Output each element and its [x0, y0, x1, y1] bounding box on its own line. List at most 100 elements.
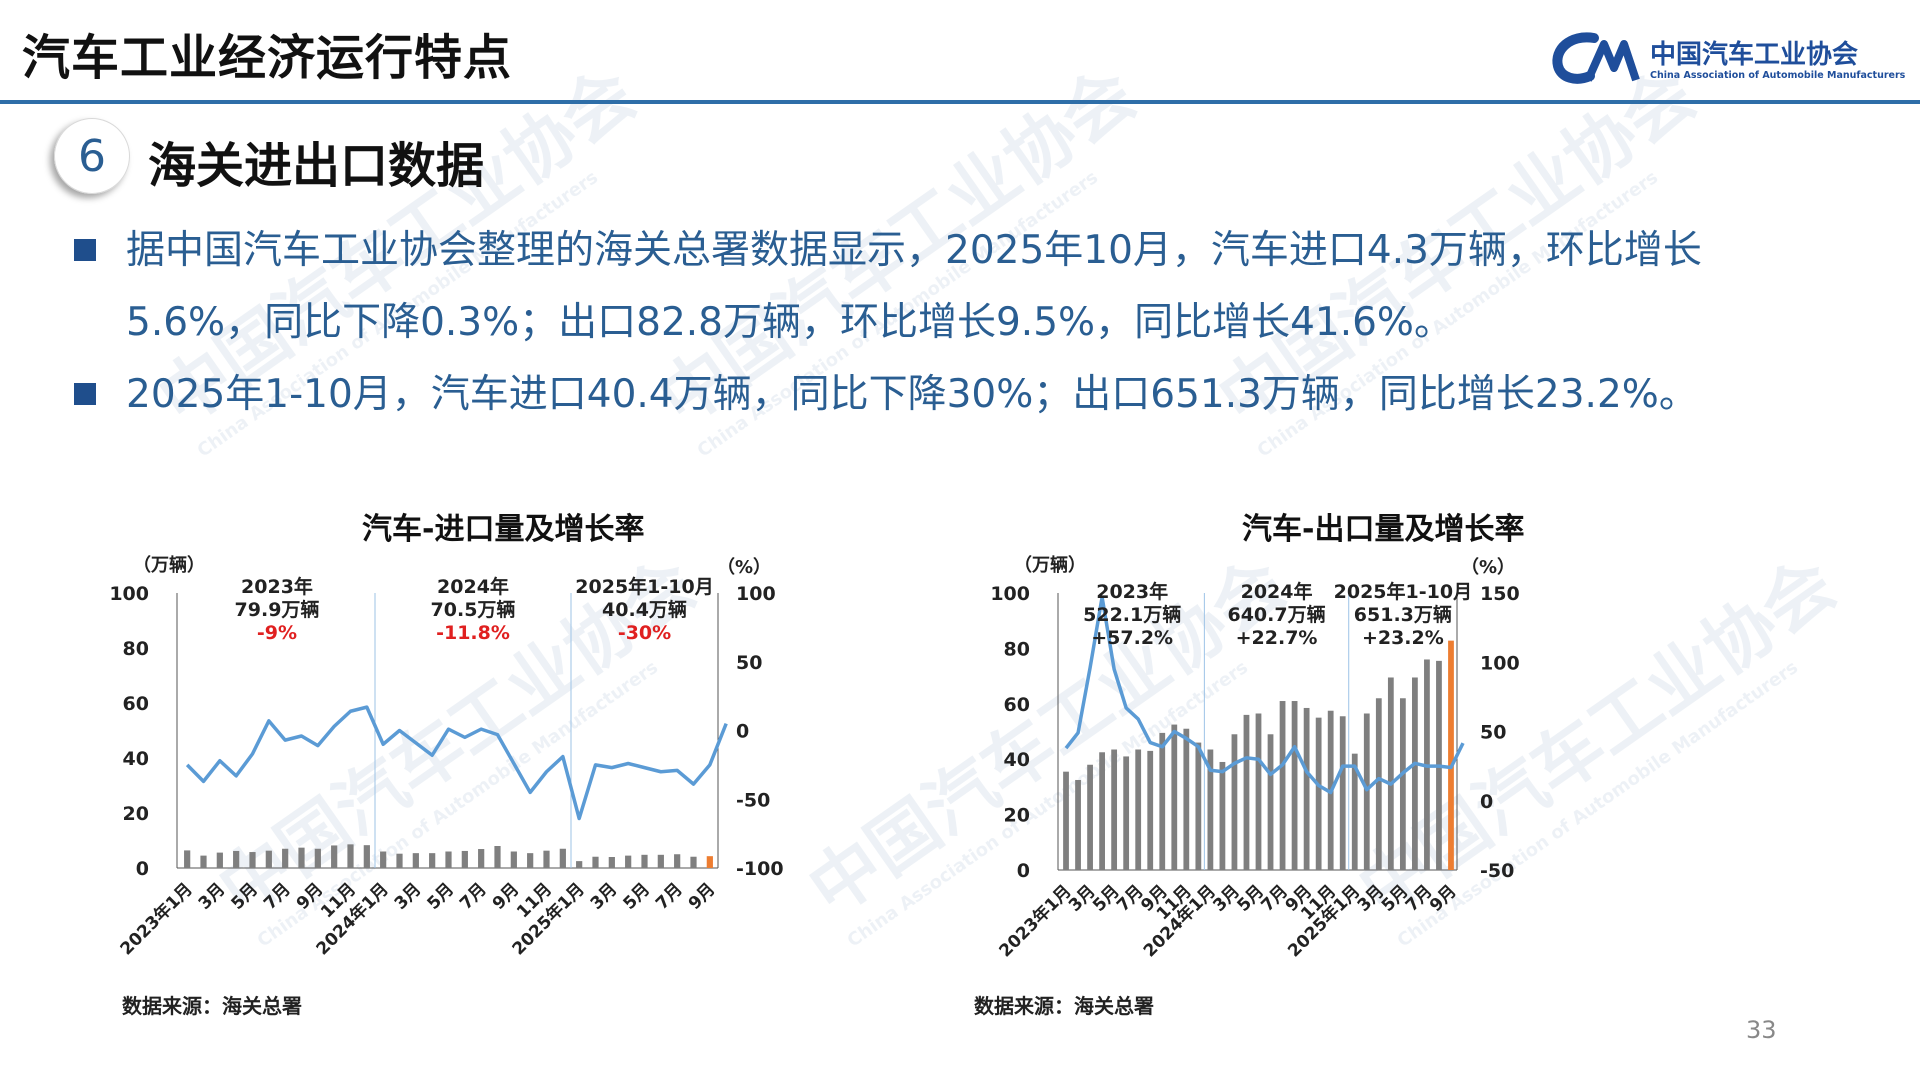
bar [1207, 749, 1214, 870]
bar [396, 853, 403, 868]
annotation-growth: -30% [618, 622, 671, 644]
annotation-total: 522.1万辆 [1083, 603, 1181, 626]
bar [1291, 701, 1298, 870]
bar [494, 846, 501, 868]
page-number: 33 [1746, 1016, 1777, 1044]
bar [282, 848, 289, 868]
x-tick-label: 7月 [260, 879, 295, 914]
bar [706, 856, 713, 868]
annotation-growth: -9% [257, 622, 297, 644]
y-right-tick-label: 0 [736, 721, 749, 743]
x-tick-label: 7月 [456, 879, 491, 914]
bar [527, 853, 534, 868]
x-tick-label: 9月 [1426, 881, 1461, 916]
annotation-year: 2023年 [1096, 580, 1168, 603]
y-left-tick-label: 20 [1004, 805, 1030, 827]
bar [1195, 742, 1202, 870]
bullet-square-icon [74, 383, 96, 405]
logo-text: 中国汽车工业协会 [1650, 40, 1859, 70]
bar [1171, 724, 1178, 870]
bar [1375, 698, 1382, 870]
y-right-tick-label: 0 [1480, 791, 1493, 813]
bar [200, 855, 207, 868]
y-right-tick-label: 100 [1480, 652, 1520, 674]
bar [1063, 771, 1069, 870]
bullet-item: 据中国汽车工业协会整理的海关总署数据显示，2025年10月，汽车进口4.3万辆，… [70, 215, 1830, 359]
bullet-square-icon [74, 239, 96, 261]
bar [1255, 713, 1262, 870]
bar [412, 853, 419, 868]
x-tick-label: 5月 [423, 879, 458, 914]
import-chart-title: 汽车-进口量及增长率 [362, 512, 645, 547]
growth-line [1064, 595, 1465, 795]
bar [1315, 717, 1322, 870]
bullet-text: 2025年1-10月，汽车进口40.4万辆，同比下降30%；出口651.3万辆，… [126, 372, 1698, 417]
bar [461, 850, 468, 868]
bar [1303, 707, 1310, 870]
bar [265, 850, 272, 868]
y-right-tick-label: 50 [1480, 722, 1506, 744]
bar [1075, 779, 1081, 870]
y-left-tick-label: 40 [1004, 749, 1030, 771]
x-tick-label: 5月 [619, 879, 654, 914]
x-tick-label: 7月 [652, 879, 687, 914]
bar [559, 848, 566, 868]
bar [1147, 750, 1154, 870]
annotation-total: 79.9万辆 [235, 598, 320, 621]
bar [233, 850, 240, 868]
y-left-tick-label: 80 [1004, 638, 1030, 660]
bar [1339, 716, 1346, 870]
bar [216, 852, 223, 868]
annotation-growth: -11.8% [436, 622, 510, 644]
y-left-tick-label: 100 [109, 583, 149, 605]
annotation-year: 2025年1-10月 [575, 575, 713, 598]
bar [1412, 677, 1418, 870]
x-tick-label: 3月 [391, 879, 426, 914]
bar [1111, 749, 1118, 870]
y-left-tick-label: 100 [990, 583, 1030, 605]
bar [510, 851, 517, 868]
bar [1448, 640, 1454, 870]
annotation-growth: +57.2% [1091, 627, 1173, 649]
bar [1219, 761, 1226, 870]
y-left-tick-label: 20 [123, 803, 149, 825]
annotation-year: 2024年 [437, 575, 509, 598]
bullet-text: 5.6%，同比下降0.3%；出口82.8万辆，环比增长9.5%，同比增长41.6… [126, 300, 1453, 345]
export-chart-source: 数据来源：海关总署 [974, 994, 1154, 1018]
bar [592, 856, 599, 868]
annotation-year: 2025年1-10月 [1334, 580, 1472, 603]
bar [429, 853, 436, 868]
y-right-tick-label: -50 [736, 789, 770, 811]
y-right-unit: （%） [717, 557, 771, 578]
bar [1399, 698, 1406, 870]
x-tick-label: 3月 [587, 879, 622, 914]
bar [625, 855, 632, 868]
y-right-tick-label: 100 [736, 583, 776, 605]
bar [478, 849, 485, 868]
bar [314, 848, 321, 868]
bar [1099, 752, 1105, 870]
bar [331, 845, 338, 868]
y-right-tick-label: -50 [1480, 860, 1514, 882]
bar [690, 856, 697, 868]
bar [184, 850, 191, 868]
export-chart-title: 汽车-出口量及增长率 [1242, 512, 1525, 547]
bar [363, 845, 370, 868]
import-chart-source: 数据来源：海关总署 [122, 994, 302, 1018]
bar [1387, 677, 1394, 870]
growth-line [185, 705, 728, 821]
y-left-unit: （万辆） [133, 554, 205, 576]
annotation-total: 651.3万辆 [1354, 603, 1452, 626]
x-tick-label: 9月 [685, 879, 720, 914]
export-chart: （万辆） （%）020406080100-500501001502023年1月3月… [990, 554, 1520, 961]
section-number-badge: 6 [54, 118, 130, 194]
annotation-total: 640.7万辆 [1227, 603, 1325, 626]
bar [1159, 732, 1166, 870]
annotation-growth: +23.2% [1362, 627, 1444, 649]
bar [347, 844, 354, 868]
bar [380, 851, 387, 868]
bar [1135, 749, 1142, 870]
bar [249, 852, 256, 868]
title-bar: 汽车工业经济运行特点 中国汽车工业协会 China Association of… [0, 0, 1920, 104]
annotation-growth: +22.7% [1236, 627, 1318, 649]
